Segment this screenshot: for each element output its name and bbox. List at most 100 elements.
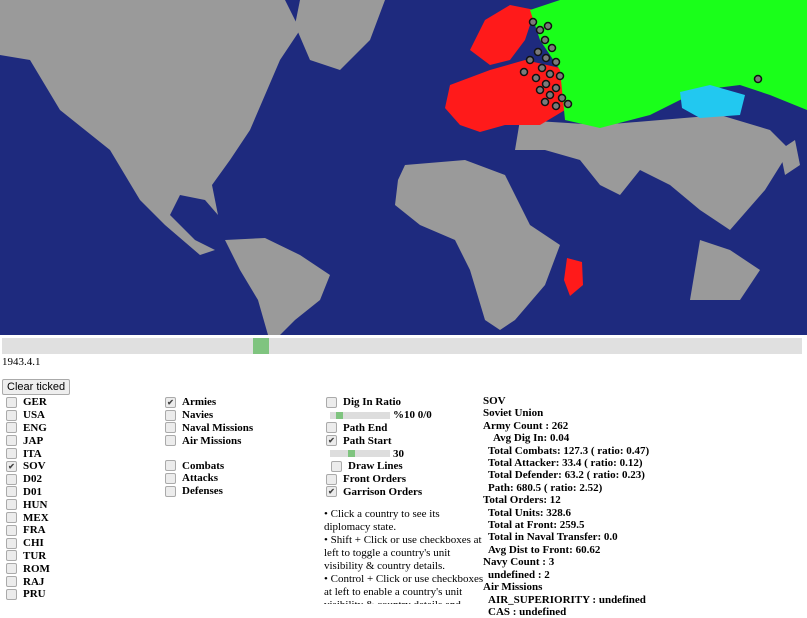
- checkbox[interactable]: [6, 486, 17, 498]
- soviet-territory[interactable]: [530, 0, 807, 128]
- slider-thumb[interactable]: [348, 450, 355, 458]
- land[interactable]: [0, 0, 800, 335]
- army-unit[interactable]: [533, 47, 543, 57]
- army-unit[interactable]: [545, 69, 555, 79]
- country-sov[interactable]: ✔ SOV: [6, 460, 50, 473]
- checkbox[interactable]: [6, 435, 17, 447]
- checkbox[interactable]: [6, 448, 17, 460]
- army-unit[interactable]: [543, 21, 553, 31]
- army-unit[interactable]: [535, 85, 545, 95]
- country-d02[interactable]: D02: [6, 473, 50, 486]
- army-unit[interactable]: [519, 67, 529, 77]
- country-ita[interactable]: ITA: [6, 447, 50, 460]
- country-tur[interactable]: TUR: [6, 550, 50, 563]
- country-usa[interactable]: USA: [6, 409, 50, 422]
- checkbox[interactable]: [326, 422, 337, 434]
- checkbox[interactable]: [6, 576, 17, 588]
- event-defenses[interactable]: Defenses: [165, 485, 253, 498]
- country-rom[interactable]: ROM: [6, 562, 50, 575]
- path-slider[interactable]: [330, 450, 390, 458]
- army-unit[interactable]: [525, 55, 535, 65]
- checkbox[interactable]: [165, 422, 176, 434]
- mongolia[interactable]: [680, 85, 745, 118]
- army-unit[interactable]: [540, 35, 550, 45]
- army-unit[interactable]: [528, 17, 538, 27]
- country-mex[interactable]: MEX: [6, 511, 50, 524]
- dig-in-value: %10 0/0: [393, 409, 432, 422]
- checkbox[interactable]: ✔: [6, 460, 17, 472]
- checkbox[interactable]: [165, 472, 176, 484]
- country-eng[interactable]: ENG: [6, 422, 50, 435]
- army-unit[interactable]: [551, 83, 561, 93]
- checkbox[interactable]: [326, 396, 337, 408]
- checkbox[interactable]: [6, 524, 17, 536]
- army-unit[interactable]: [531, 73, 541, 83]
- draw-lines-toggle[interactable]: Draw Lines: [326, 460, 432, 473]
- path-start-toggle[interactable]: ✔ Path Start: [326, 434, 432, 447]
- timeline-slider[interactable]: [2, 338, 802, 354]
- army-unit[interactable]: [551, 57, 561, 67]
- army-unit[interactable]: [537, 63, 547, 73]
- event-combats[interactable]: Combats: [165, 459, 253, 472]
- checkbox[interactable]: [165, 435, 176, 447]
- slider-thumb[interactable]: [336, 411, 343, 419]
- checkbox[interactable]: [6, 422, 17, 434]
- country-raj[interactable]: RAJ: [6, 575, 50, 588]
- checkbox[interactable]: ✔: [326, 486, 337, 498]
- checkbox[interactable]: [326, 473, 337, 485]
- checkbox[interactable]: [6, 473, 17, 485]
- checkbox-label: TUR: [23, 549, 47, 562]
- checkbox[interactable]: [6, 537, 17, 549]
- army-unit[interactable]: [547, 43, 557, 53]
- checkbox[interactable]: [331, 460, 342, 472]
- country-fra[interactable]: FRA: [6, 524, 50, 537]
- layer-air-missions[interactable]: Air Missions: [165, 434, 253, 447]
- army-unit[interactable]: [540, 97, 550, 107]
- layer-navies[interactable]: Navies: [165, 409, 253, 422]
- checkbox[interactable]: [6, 512, 17, 524]
- checkbox[interactable]: [165, 485, 176, 497]
- path-end-toggle[interactable]: Path End: [326, 422, 432, 435]
- army-unit[interactable]: [541, 53, 551, 63]
- country-chi[interactable]: CHI: [6, 537, 50, 550]
- country-pru[interactable]: PRU: [6, 588, 50, 601]
- checkbox[interactable]: [6, 396, 17, 408]
- checkbox[interactable]: [6, 409, 17, 421]
- country-d01[interactable]: D01: [6, 486, 50, 499]
- country-ger[interactable]: GER: [6, 396, 50, 409]
- dig-in-toggle[interactable]: Dig In Ratio: [326, 396, 432, 409]
- checkbox[interactable]: [6, 588, 17, 600]
- detail-line: undefined : 2: [488, 568, 550, 581]
- checkbox[interactable]: [165, 409, 176, 421]
- army-unit[interactable]: [753, 74, 763, 84]
- layer-naval-missions[interactable]: Naval Missions: [165, 422, 253, 435]
- country-list: GER USA ENG JAP ITA ✔ SOV D02 D01 HUN MEX FRA CHI TUR…: [6, 396, 50, 601]
- timeline-thumb[interactable]: [252, 338, 269, 354]
- clear-ticked-button[interactable]: Clear ticked: [2, 379, 71, 395]
- checkbox[interactable]: [6, 499, 17, 511]
- army-unit[interactable]: [541, 79, 551, 89]
- army-unit[interactable]: [545, 90, 555, 100]
- checkbox-label: Combats: [182, 459, 225, 472]
- checkbox[interactable]: [165, 460, 176, 472]
- dig-in-slider[interactable]: [330, 411, 390, 419]
- garrison-orders-toggle[interactable]: ✔ Garrison Orders: [326, 486, 432, 499]
- checkbox[interactable]: ✔: [165, 396, 176, 408]
- front-orders-label: Front Orders: [343, 473, 407, 486]
- army-unit[interactable]: [555, 71, 565, 81]
- front-orders-toggle[interactable]: Front Orders: [326, 473, 432, 486]
- event-attacks[interactable]: Attacks: [165, 472, 253, 485]
- checkbox[interactable]: ✔: [326, 435, 337, 447]
- world-map[interactable]: [0, 0, 807, 335]
- army-unit[interactable]: [563, 99, 573, 109]
- country-jap[interactable]: JAP: [6, 434, 50, 447]
- army-unit[interactable]: [551, 101, 561, 111]
- checkbox-label: RAJ: [23, 575, 45, 588]
- army-unit[interactable]: [557, 93, 567, 103]
- help-text: • Click a country to see its diplomacy s…: [324, 508, 484, 604]
- country-hun[interactable]: HUN: [6, 498, 50, 511]
- layer-armies[interactable]: ✔ Armies: [165, 396, 253, 409]
- checkbox[interactable]: [6, 550, 17, 562]
- checkbox[interactable]: [6, 563, 17, 575]
- army-unit[interactable]: [535, 25, 545, 35]
